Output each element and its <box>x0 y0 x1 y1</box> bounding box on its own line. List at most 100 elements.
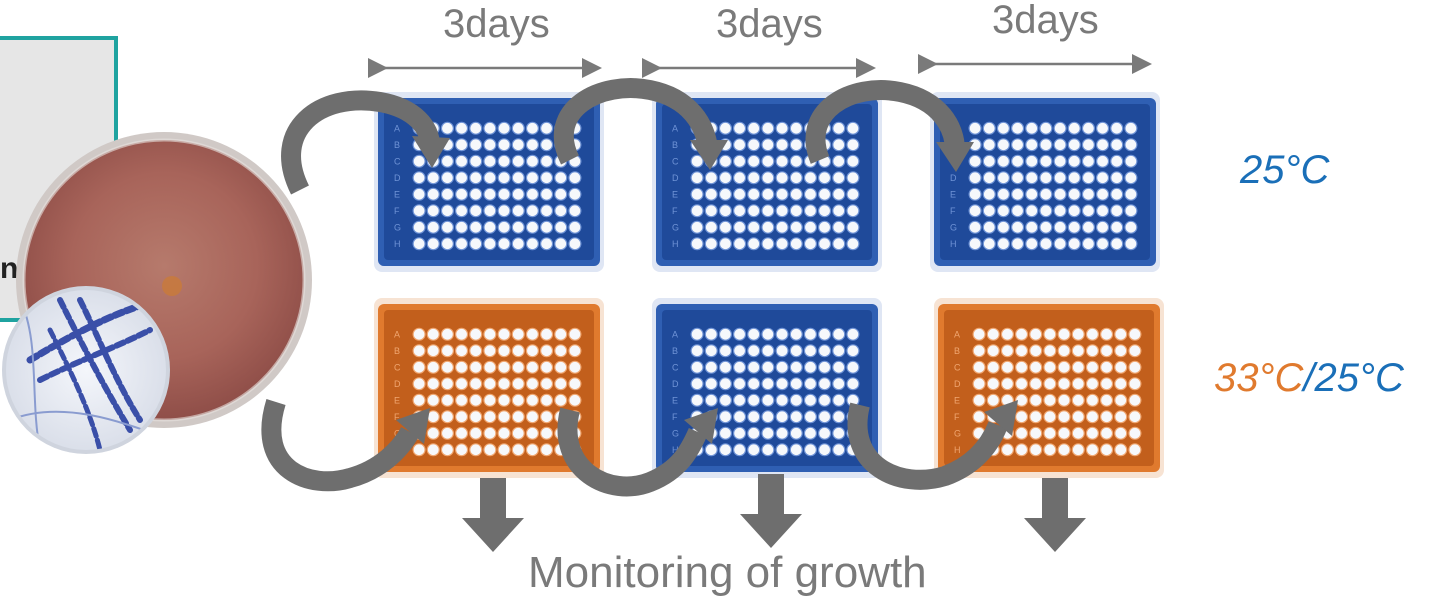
plate-well <box>803 220 817 234</box>
plate-well <box>1043 344 1057 358</box>
plate-well <box>789 204 803 218</box>
plate-well <box>455 393 469 407</box>
plate-well <box>733 443 747 457</box>
plate-well <box>469 327 483 341</box>
plate-well <box>1053 154 1067 168</box>
plate-well <box>1053 220 1067 234</box>
plate-well <box>846 121 860 135</box>
plate-well <box>818 393 832 407</box>
plate-row-letter: G <box>950 223 957 233</box>
plate-well <box>972 360 986 374</box>
plate-well <box>761 220 775 234</box>
plates-group: ABCDEFGHABCDEFGHABCDEFGHABCDEFGHABCDEFGH… <box>374 92 1164 478</box>
plate-well <box>511 393 525 407</box>
plate-well <box>1071 426 1085 440</box>
plate-well <box>469 187 483 201</box>
plate-well <box>968 171 982 185</box>
plate-row-letter: D <box>954 379 961 389</box>
plate-well <box>1011 171 1025 185</box>
plate-well <box>511 443 525 457</box>
plate-well <box>1100 426 1114 440</box>
plate-well <box>1081 154 1095 168</box>
plate-well <box>761 237 775 251</box>
plate-well <box>554 171 568 185</box>
plate-well <box>982 204 996 218</box>
plate-row-letter: D <box>950 173 957 183</box>
plate-well <box>412 327 426 341</box>
plate-well <box>1067 138 1081 152</box>
plate-row-letter: H <box>950 239 957 249</box>
plate-well <box>412 393 426 407</box>
curved-arrow-bottom-3 <box>847 402 1008 490</box>
plate-well <box>972 393 986 407</box>
plate-well <box>733 426 747 440</box>
plate-well <box>483 410 497 424</box>
plate-well <box>1128 360 1142 374</box>
plate-well <box>747 393 761 407</box>
plate-well <box>1071 410 1085 424</box>
plate-well <box>511 154 525 168</box>
plate-well <box>1081 121 1095 135</box>
plate-row-letter: F <box>394 412 400 422</box>
plate-well <box>554 393 568 407</box>
plate-well <box>733 220 747 234</box>
info-box-text: n <box>0 252 19 285</box>
plate-well <box>1067 171 1081 185</box>
plate-row-letter: E <box>950 190 956 200</box>
plate-well <box>747 344 761 358</box>
plate-well <box>1015 426 1029 440</box>
plate-well <box>1053 171 1067 185</box>
plate-well <box>1124 154 1138 168</box>
plate-well <box>1081 220 1095 234</box>
row2-temperature: 33°C/25°C <box>1214 356 1404 401</box>
plate-well <box>1124 220 1138 234</box>
plate-well <box>818 204 832 218</box>
plate-well <box>440 204 454 218</box>
plate-well <box>832 121 846 135</box>
plate-well <box>832 220 846 234</box>
plate-well <box>789 154 803 168</box>
curved-arrow-bottom-1 <box>261 399 419 492</box>
plate-well <box>511 344 525 358</box>
plate-row-letter: D <box>394 173 401 183</box>
transfer-arrowheads-bottom <box>396 400 1018 444</box>
plate-well <box>540 360 554 374</box>
plate-well <box>803 360 817 374</box>
plate-well <box>733 360 747 374</box>
plate-well <box>1100 410 1114 424</box>
plate-well <box>704 220 718 234</box>
plate-well <box>440 327 454 341</box>
plate-well <box>1029 344 1043 358</box>
plate-well <box>1015 344 1029 358</box>
plate-well <box>1110 154 1124 168</box>
plate-well <box>1057 393 1071 407</box>
plate-well <box>483 154 497 168</box>
plate-well <box>497 360 511 374</box>
plate-well <box>540 393 554 407</box>
plate-well <box>540 187 554 201</box>
plate-well <box>469 121 483 135</box>
plate-well <box>1100 360 1114 374</box>
plate-well <box>775 138 789 152</box>
plate-well <box>525 138 539 152</box>
plate-well <box>525 377 539 391</box>
curved-arrow-top-1 <box>281 90 440 195</box>
plate-row-letter: F <box>394 206 400 216</box>
plate-well <box>789 377 803 391</box>
transfer-arrowheads-top <box>412 136 974 172</box>
plate-well <box>982 121 996 135</box>
plate-well <box>1000 377 1014 391</box>
plate-well <box>789 360 803 374</box>
plate-well <box>540 121 554 135</box>
plate-well <box>1081 171 1095 185</box>
plate-well <box>1085 443 1099 457</box>
plate-well <box>718 393 732 407</box>
plate-well <box>968 204 982 218</box>
plate-row-letter: C <box>394 363 401 373</box>
plate-well <box>968 121 982 135</box>
plate-well <box>718 377 732 391</box>
plate-well <box>525 154 539 168</box>
plate-well <box>540 204 554 218</box>
plate-well <box>525 360 539 374</box>
